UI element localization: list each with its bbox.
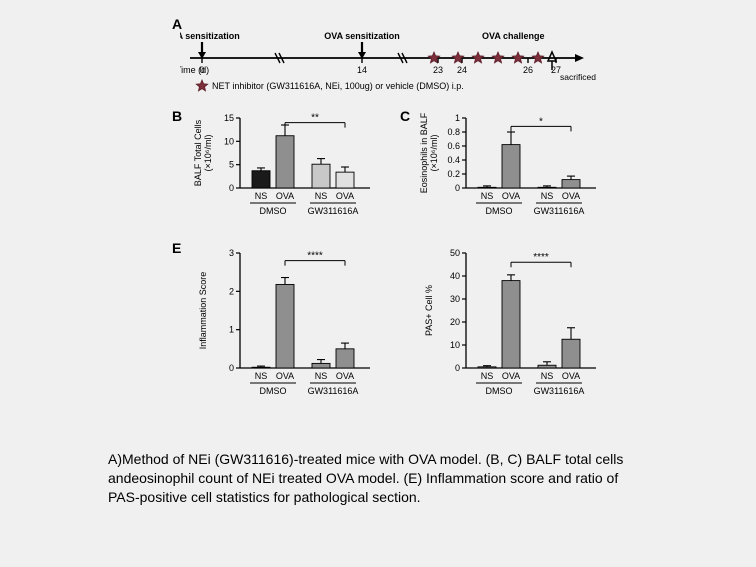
svg-text:OVA sensitization: OVA sensitization bbox=[180, 31, 240, 41]
svg-text:GW311616A: GW311616A bbox=[308, 386, 359, 396]
svg-text:OVA: OVA bbox=[502, 371, 520, 381]
chart-b: 0 5 10 15 BALF Total Cells(×10⁶/ml) NS OVA DMSO… bbox=[192, 110, 392, 230]
svg-text:NS: NS bbox=[481, 191, 494, 201]
svg-text:5: 5 bbox=[229, 160, 234, 170]
svg-text:24: 24 bbox=[457, 65, 467, 75]
chart-c: 0 0.2 0.4 0.6 0.8 1 Eosinophils in BALF(×10⁶/m… bbox=[418, 110, 618, 230]
svg-text:10: 10 bbox=[224, 136, 234, 146]
svg-text:NS: NS bbox=[541, 191, 554, 201]
chart-e1: 0 1 2 3 Inflammation Score NS OVA DMSO NS OVA GW31… bbox=[192, 245, 392, 415]
svg-text:3: 3 bbox=[229, 248, 234, 258]
svg-text:OVA challenge: OVA challenge bbox=[482, 31, 545, 41]
svg-text:0.4: 0.4 bbox=[447, 155, 460, 165]
svg-text:OVA: OVA bbox=[336, 191, 354, 201]
svg-text:DMSO: DMSO bbox=[260, 206, 287, 216]
svg-text:0: 0 bbox=[229, 363, 234, 373]
svg-text:NS: NS bbox=[255, 371, 268, 381]
svg-text:Inflammation Score: Inflammation Score bbox=[198, 272, 208, 350]
svg-text:****: **** bbox=[307, 251, 323, 262]
svg-text:OVA: OVA bbox=[336, 371, 354, 381]
svg-text:GW311616A: GW311616A bbox=[534, 206, 585, 216]
svg-text:NS: NS bbox=[315, 191, 328, 201]
svg-text:OVA sensitization: OVA sensitization bbox=[324, 31, 400, 41]
svg-text:DMSO: DMSO bbox=[260, 386, 287, 396]
svg-text:**: ** bbox=[311, 113, 319, 124]
svg-text:1: 1 bbox=[455, 113, 460, 123]
svg-text:0: 0 bbox=[455, 363, 460, 373]
svg-text:OVA: OVA bbox=[502, 191, 520, 201]
svg-text:sacrificed: sacrificed bbox=[560, 72, 596, 82]
figure-caption: A)Method of NEi (GW311616)-treated mice … bbox=[108, 450, 643, 507]
svg-text:NET inhibitor (GW311616A, NEi,: NET inhibitor (GW311616A, NEi, 100ug) or… bbox=[212, 81, 464, 91]
svg-text:0: 0 bbox=[229, 183, 234, 193]
svg-text:26: 26 bbox=[523, 65, 533, 75]
svg-text:NS: NS bbox=[481, 371, 494, 381]
panel-label-e: E bbox=[172, 240, 181, 256]
svg-text:OVA: OVA bbox=[562, 371, 580, 381]
chart-e2: 0 10 20 30 40 50 PAS+ Cell % NS OVA DMSO NS OVA GW31… bbox=[418, 245, 618, 415]
svg-text:Time (d): Time (d) bbox=[180, 65, 209, 75]
svg-text:Eosinophils in BALF(×10⁶/ml): Eosinophils in BALF(×10⁶/ml) bbox=[419, 112, 439, 193]
timeline-panel: 01423242627Time (d)OVA sensitizationOVA … bbox=[180, 28, 610, 98]
svg-text:14: 14 bbox=[357, 65, 367, 75]
svg-text:BALF Total Cells(×10⁶/ml): BALF Total Cells(×10⁶/ml) bbox=[193, 119, 213, 186]
svg-text:40: 40 bbox=[450, 271, 460, 281]
svg-text:OVA: OVA bbox=[276, 371, 294, 381]
svg-text:0.6: 0.6 bbox=[447, 141, 460, 151]
svg-text:2: 2 bbox=[229, 286, 234, 296]
svg-text:0: 0 bbox=[455, 183, 460, 193]
svg-text:PAS+ Cell %: PAS+ Cell % bbox=[424, 285, 434, 336]
svg-text:****: **** bbox=[533, 252, 549, 263]
svg-text:50: 50 bbox=[450, 248, 460, 258]
svg-text:*: * bbox=[539, 116, 543, 127]
svg-text:20: 20 bbox=[450, 317, 460, 327]
svg-text:15: 15 bbox=[224, 113, 234, 123]
svg-text:23: 23 bbox=[433, 65, 443, 75]
svg-text:OVA: OVA bbox=[562, 191, 580, 201]
svg-text:0.8: 0.8 bbox=[447, 127, 460, 137]
panel-label-c: C bbox=[400, 108, 410, 124]
svg-text:0.2: 0.2 bbox=[447, 169, 460, 179]
svg-text:1: 1 bbox=[229, 325, 234, 335]
svg-text:10: 10 bbox=[450, 340, 460, 350]
svg-text:NS: NS bbox=[255, 191, 268, 201]
svg-text:DMSO: DMSO bbox=[486, 386, 513, 396]
svg-text:NS: NS bbox=[315, 371, 328, 381]
svg-text:GW311616A: GW311616A bbox=[534, 386, 585, 396]
svg-text:GW311616A: GW311616A bbox=[308, 206, 359, 216]
svg-text:30: 30 bbox=[450, 294, 460, 304]
svg-text:NS: NS bbox=[541, 371, 554, 381]
panel-label-b: B bbox=[172, 108, 182, 124]
svg-text:DMSO: DMSO bbox=[486, 206, 513, 216]
svg-text:OVA: OVA bbox=[276, 191, 294, 201]
